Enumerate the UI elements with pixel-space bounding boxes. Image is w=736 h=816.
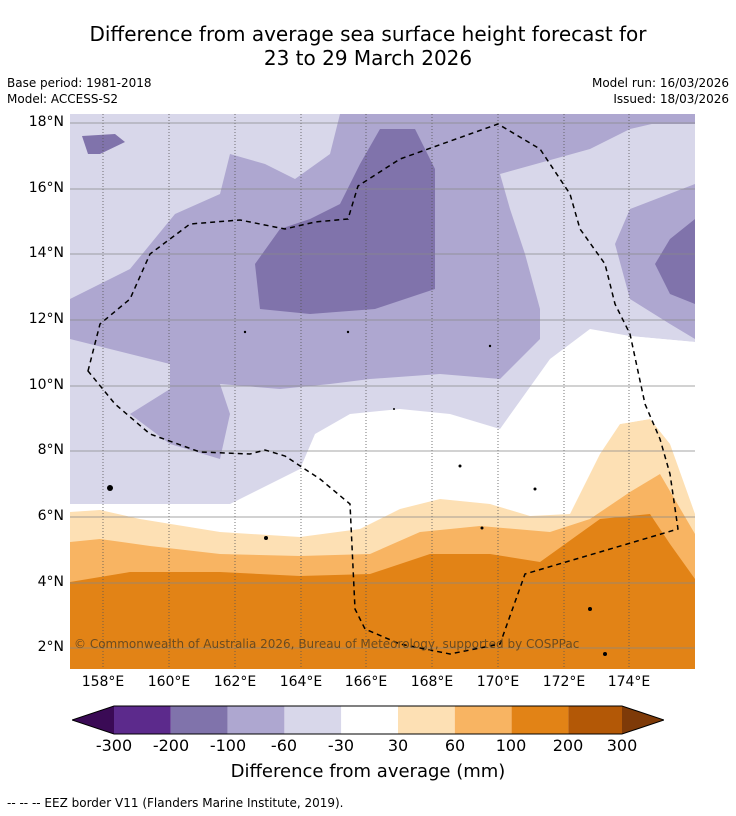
- zone-m200-100-east: [655, 219, 695, 304]
- lon-label-170e: 170°E: [476, 674, 520, 690]
- cb-tick-m100: -100: [209, 736, 247, 755]
- cb-swatch-p60-100: [454, 706, 512, 734]
- lat-label-6n: 6°N: [37, 508, 64, 524]
- zone-p100-200: [70, 514, 695, 669]
- cb-swatch-p30-60: [398, 706, 455, 734]
- title-line-1: Difference from average sea surface heig…: [89, 22, 647, 46]
- colorbar: [70, 704, 666, 736]
- map-panel: © Commonwealth of Australia 2026, Bureau…: [70, 114, 695, 669]
- eez-border: [87, 123, 679, 655]
- lon-label-166e: 166°E: [344, 674, 388, 690]
- zone-m200-100-nw: [82, 134, 125, 154]
- cb-tick-p100: 100: [495, 736, 527, 755]
- cb-tick-m30: -30: [327, 736, 355, 755]
- lat-label-14n: 14°N: [28, 245, 64, 261]
- base-period: Base period: 1981-2018: [7, 76, 152, 90]
- cb-tick-p30: 30: [387, 736, 409, 755]
- lat-label-2n: 2°N: [37, 639, 64, 655]
- zone-m200-100-central: [255, 129, 435, 314]
- lon-label-168e: 168°E: [410, 674, 454, 690]
- islands: [107, 330, 607, 656]
- eez-legend: -- -- -- EEZ border V11 (Flanders Marine…: [7, 796, 344, 810]
- lon-label-160e: 160°E: [147, 674, 191, 690]
- lon-label-158e: 158°E: [81, 674, 125, 690]
- zone-m100-60-right: [590, 114, 695, 124]
- cb-swatch-m60-30: [284, 706, 342, 734]
- meta-right: Model run: 16/03/2026 Issued: 18/03/2026: [592, 75, 729, 107]
- lat-label-10n: 10°N: [28, 377, 64, 393]
- meta-left: Base period: 1981-2018 Model: ACCESS-S2: [7, 75, 152, 107]
- cb-tick-m200: -200: [152, 736, 190, 755]
- model-name: Model: ACCESS-S2: [7, 92, 119, 106]
- cb-tick-p60: 60: [444, 736, 466, 755]
- cb-tick-m60: -60: [270, 736, 298, 755]
- lon-label-172e: 172°E: [542, 674, 586, 690]
- lon-label-174e: 174°E: [607, 674, 651, 690]
- gridlines: [102, 114, 630, 669]
- map-copyright: © Commonwealth of Australia 2026, Bureau…: [74, 637, 579, 651]
- lat-gridlines: [70, 122, 695, 649]
- lat-label-16n: 16°N: [28, 180, 64, 196]
- zone-neutral-east: [580, 336, 695, 434]
- cb-swatch-lt300: [72, 706, 114, 734]
- lat-label-12n: 12°N: [28, 311, 64, 327]
- cb-swatch-gt300: [622, 706, 664, 734]
- cb-tick-m300: -300: [95, 736, 133, 755]
- issued-date: Issued: 18/03/2026: [613, 92, 729, 106]
- colorbar-svg: [70, 705, 666, 735]
- model-run: Model run: 16/03/2026: [591, 76, 729, 90]
- cb-swatch-m30-30: [341, 706, 398, 734]
- cb-tick-p200: 200: [552, 736, 584, 755]
- title-line-2: 23 to 29 March 2026: [263, 46, 473, 70]
- cb-swatch-m100-60: [227, 706, 285, 734]
- cb-swatch-p200-300: [568, 706, 622, 734]
- lat-label-4n: 4°N: [37, 574, 64, 590]
- lat-label-8n: 8°N: [37, 442, 64, 458]
- lat-label-18n: 18°N: [28, 114, 64, 130]
- cb-swatch-m200-100: [170, 706, 228, 734]
- chart-title: Difference from average sea surface heig…: [0, 22, 736, 70]
- lon-label-164e: 164°E: [279, 674, 323, 690]
- cb-swatch-p100-200: [511, 706, 569, 734]
- lon-label-162e: 162°E: [213, 674, 257, 690]
- cb-tick-p300: 300: [606, 736, 638, 755]
- cb-swatch-m300-200: [114, 706, 171, 734]
- map-svg: © Commonwealth of Australia 2026, Bureau…: [70, 114, 695, 669]
- colorbar-title: Difference from average (mm): [230, 761, 506, 782]
